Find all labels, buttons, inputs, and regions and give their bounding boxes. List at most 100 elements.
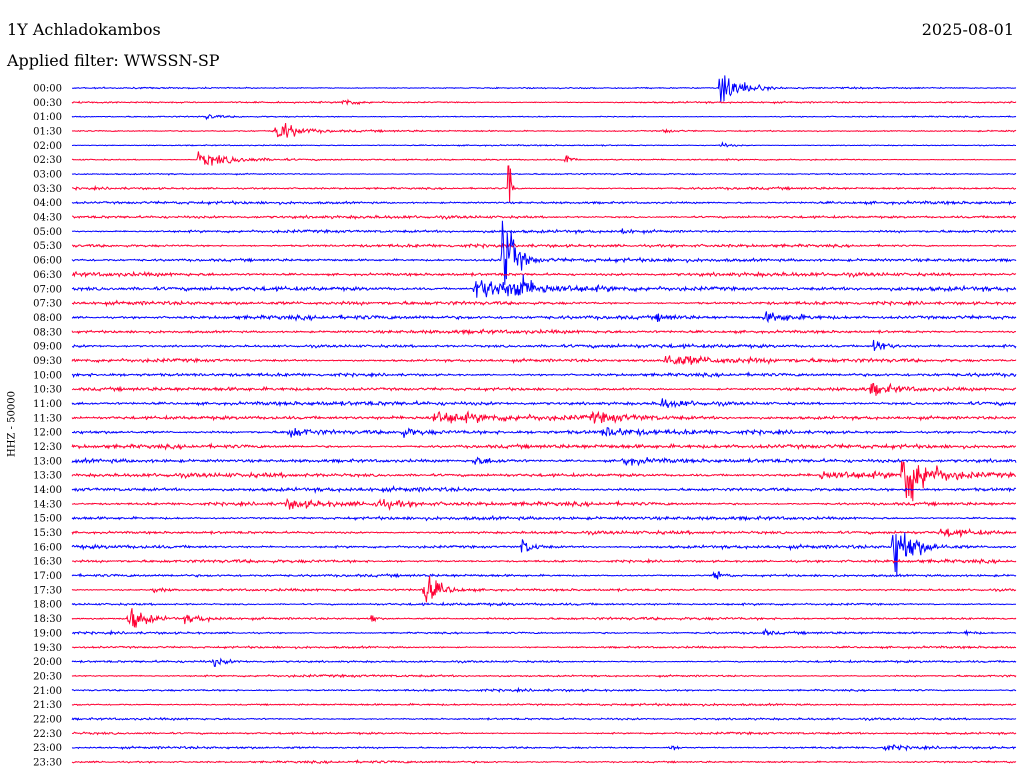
time-label: 22:30 (33, 729, 62, 740)
time-label: 09:00 (33, 342, 62, 353)
time-label: 02:00 (33, 141, 62, 152)
seismic-trace (71, 113, 1017, 121)
time-label: 00:00 (33, 84, 62, 95)
seismic-trace (71, 442, 1016, 451)
time-label: 14:00 (33, 485, 62, 496)
time-label: 16:30 (33, 557, 62, 568)
time-label: 11:00 (33, 399, 62, 410)
time-label: 01:30 (33, 127, 62, 138)
seismic-trace (71, 645, 1017, 650)
seismic-trace (71, 220, 1017, 285)
seismic-trace (71, 716, 1017, 722)
time-label: 05:30 (33, 241, 62, 252)
seismic-trace (71, 575, 1017, 603)
time-label: 17:30 (33, 585, 62, 596)
seismic-trace (71, 328, 1016, 336)
time-label: 20:30 (33, 671, 62, 682)
time-label: 12:00 (33, 428, 62, 439)
seismic-trace (71, 527, 1017, 539)
seismic-trace (71, 274, 1017, 298)
seismic-trace (71, 165, 1017, 203)
time-label: 19:00 (33, 628, 62, 639)
seismic-trace (71, 570, 1017, 580)
seismic-trace (71, 228, 1017, 236)
time-label: 15:30 (33, 528, 62, 539)
time-label: 01:00 (33, 112, 62, 123)
seismic-trace (71, 485, 1017, 494)
seismic-trace (71, 172, 1017, 176)
date-label: 2025-08-01 (921, 20, 1014, 39)
seismic-trace (71, 311, 1017, 324)
seismic-trace (71, 657, 1017, 667)
time-label: 15:00 (33, 514, 62, 525)
time-label: 21:30 (33, 700, 62, 711)
time-label: 07:30 (33, 299, 62, 310)
seismic-trace (71, 673, 1017, 679)
seismic-trace (71, 497, 1016, 511)
time-label: 13:30 (33, 471, 62, 482)
seismic-trace (71, 141, 1016, 148)
time-label: 06:30 (33, 270, 62, 281)
seismic-trace (71, 199, 1017, 206)
time-label: 06:00 (33, 256, 62, 267)
seismic-trace (71, 532, 1017, 576)
time-label: 03:00 (33, 170, 62, 181)
time-label: 02:30 (33, 155, 62, 166)
seismic-trace (71, 355, 1017, 366)
time-label: 11:30 (33, 413, 62, 424)
seismic-trace (71, 627, 1017, 637)
seismic-trace (71, 686, 1017, 694)
seismic-trace (71, 299, 1017, 308)
time-label: 21:00 (33, 686, 62, 697)
time-label: 18:00 (33, 600, 62, 611)
time-label: 16:00 (33, 542, 62, 553)
time-label: 23:30 (33, 757, 62, 768)
seismic-trace (72, 557, 1017, 565)
seismic-trace (71, 608, 1017, 628)
seismic-trace (71, 456, 1017, 467)
time-label: 18:30 (33, 614, 62, 625)
seismic-trace (71, 398, 1017, 409)
seismic-trace (71, 744, 1017, 752)
time-label: 09:30 (33, 356, 62, 367)
seismic-trace (71, 270, 1017, 279)
time-label: 10:00 (33, 370, 62, 381)
seismic-trace (71, 410, 1016, 424)
time-label: 07:00 (33, 284, 62, 295)
time-label: 19:30 (33, 643, 62, 654)
seismic-trace (71, 371, 1017, 379)
filter-label: Applied filter: WWSSN-SP (7, 51, 220, 70)
time-label: 03:30 (33, 184, 62, 195)
time-label: 20:00 (33, 657, 62, 668)
time-label: 17:00 (33, 571, 62, 582)
time-label: 08:30 (33, 327, 62, 338)
seismic-trace (71, 731, 1017, 736)
seismic-trace (71, 702, 1017, 708)
seismic-trace (72, 427, 1017, 438)
seismic-trace (71, 75, 1017, 103)
time-label: 12:30 (33, 442, 62, 453)
time-label: 13:00 (33, 456, 62, 467)
time-label: 10:30 (33, 385, 62, 396)
seismic-trace (71, 123, 1017, 138)
time-label: 04:00 (33, 198, 62, 209)
time-label: 22:00 (33, 714, 62, 725)
seismic-trace (71, 601, 1016, 608)
time-label: 04:30 (33, 213, 62, 224)
seismic-trace (71, 759, 1017, 765)
time-label: 05:00 (33, 227, 62, 238)
time-label: 23:00 (33, 743, 62, 754)
seismic-trace (71, 151, 1017, 166)
seismic-trace (71, 242, 1017, 250)
seismic-trace (71, 339, 1017, 352)
seismic-trace (71, 98, 1017, 106)
time-label: 00:30 (33, 98, 62, 109)
time-label: 14:30 (33, 499, 62, 510)
time-label: 08:00 (33, 313, 62, 324)
seismic-trace (71, 382, 1017, 396)
seismic-trace (71, 514, 1017, 522)
seismic-trace (71, 461, 1017, 502)
seismic-trace (72, 214, 1017, 220)
station-title: 1Y Achladokambos (7, 20, 161, 39)
